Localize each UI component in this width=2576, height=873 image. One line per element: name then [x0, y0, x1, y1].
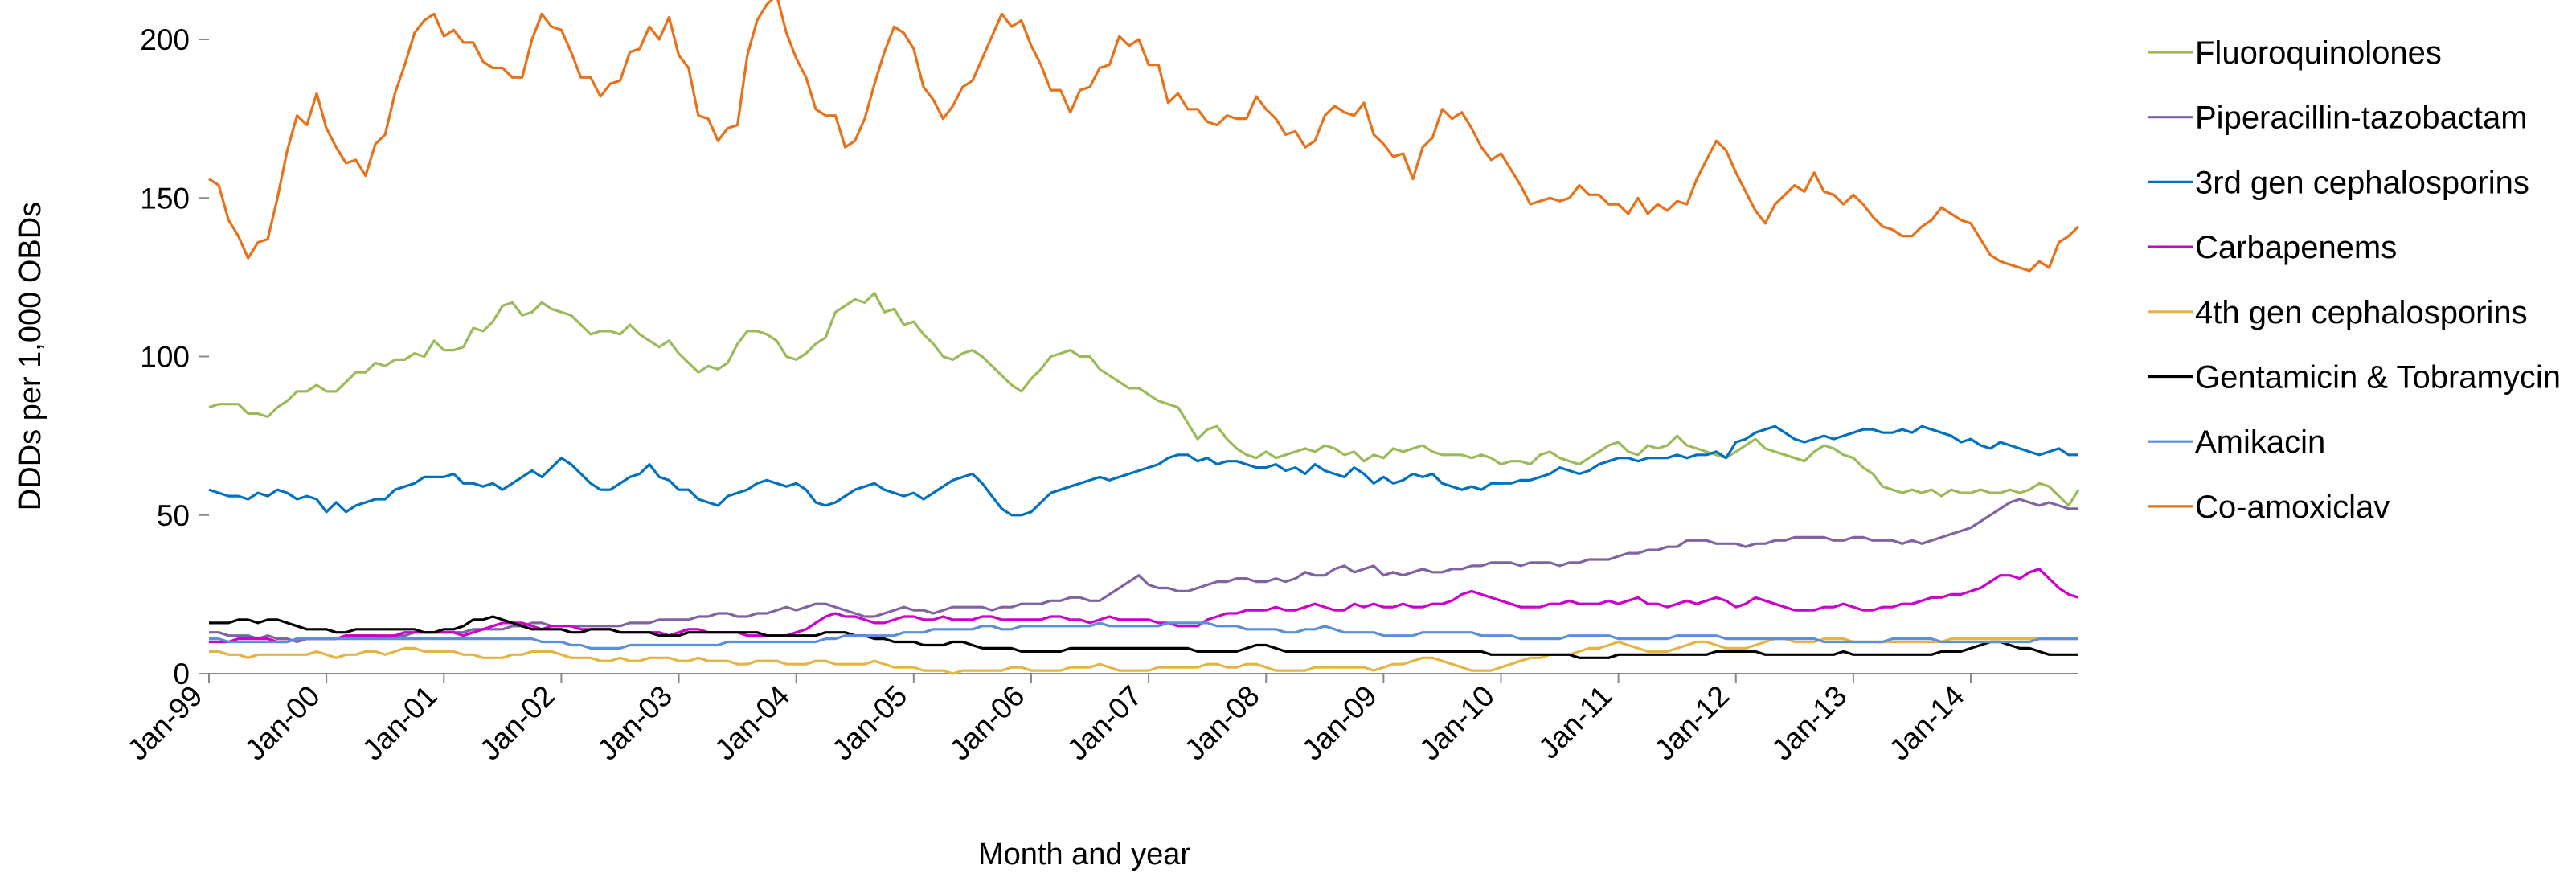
x-tick-label: Jan-07	[1061, 679, 1149, 767]
series-line	[209, 637, 2078, 675]
x-tick-label: Jan-14	[1883, 679, 1971, 767]
x-tick-label: Jan-09	[1296, 679, 1383, 767]
legend-label: 4th gen cephalosporins	[2195, 295, 2528, 330]
legend-label: Fluoroquinolones	[2195, 35, 2442, 71]
x-tick-label: Jan-11	[1532, 679, 1618, 765]
series-line	[208, 0, 2080, 273]
x-tick-label: Jan-99	[121, 679, 209, 767]
y-axis-title: DDDs per 1,000 OBDs	[14, 202, 47, 510]
legend-label: Amikacin	[2195, 424, 2325, 460]
x-tick-label: Jan-08	[1178, 679, 1266, 767]
legend-label: Co-amoxiclav	[2195, 490, 2390, 525]
x-tick-label: Jan-00	[239, 679, 326, 767]
x-axis-title: Month and year	[978, 838, 1190, 871]
series-line	[208, 424, 2078, 517]
x-tick-label: Jan-06	[944, 679, 1031, 767]
y-tick-label: 50	[157, 499, 190, 532]
legend-label: Piperacillin-tazobactam	[2195, 100, 2528, 136]
legend-label: 3rd gen cephalosporins	[2195, 165, 2529, 200]
y-tick-label: 150	[140, 182, 190, 215]
x-tick-label: Jan-04	[708, 679, 796, 767]
y-tick-label: 0	[173, 658, 190, 691]
series-line	[209, 621, 2078, 650]
series-line	[208, 292, 2080, 507]
y-tick-label: 200	[140, 23, 190, 56]
x-tick-label: Jan-10	[1413, 679, 1501, 767]
x-tick-label: Jan-03	[591, 679, 678, 767]
legend-label: Gentamicin & Tobramycin	[2195, 360, 2561, 396]
y-tick-label: 100	[140, 341, 190, 374]
x-tick-label: Jan-01	[356, 679, 444, 767]
series-line	[209, 615, 2078, 659]
x-tick-label: Jan-02	[473, 679, 561, 767]
x-tick-label: Jan-05	[825, 679, 913, 767]
x-tick-label: Jan-12	[1648, 679, 1735, 767]
x-tick-label: Jan-13	[1766, 679, 1853, 767]
legend-label: Carbapenems	[2195, 230, 2397, 265]
series-line	[209, 568, 2079, 644]
